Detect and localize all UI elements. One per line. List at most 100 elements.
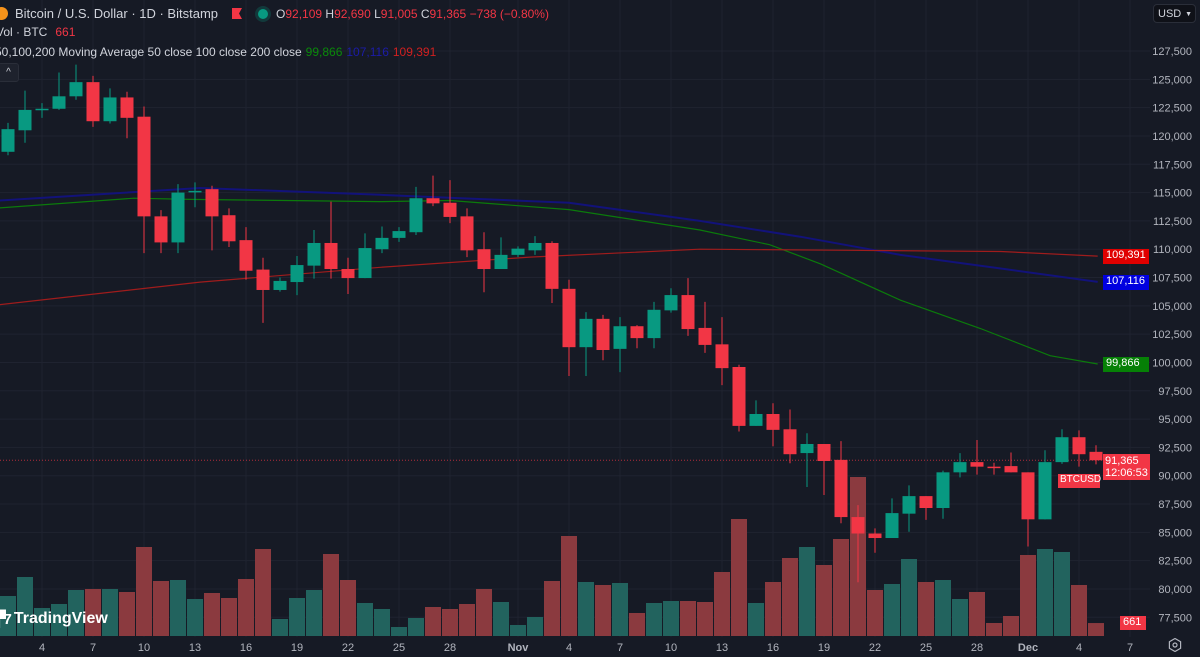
volume-bar	[1037, 549, 1053, 636]
ma200-value: 109,391	[392, 45, 437, 59]
candle	[239, 227, 253, 280]
time-axis-label: 4	[566, 642, 572, 654]
volume-bar	[901, 559, 917, 636]
candle-body	[154, 216, 168, 243]
time-axis-label: 16	[767, 642, 779, 654]
time-axis-label: 10	[665, 642, 677, 654]
volume-bar	[629, 613, 645, 636]
flag-icon[interactable]	[232, 8, 242, 19]
candle	[647, 301, 661, 349]
volume-bar	[425, 607, 441, 636]
time-axis-label: 7	[617, 642, 623, 654]
candle-body	[1004, 466, 1018, 473]
candle	[256, 257, 270, 323]
volume-bar	[272, 619, 288, 636]
candle-body	[18, 109, 32, 131]
ma-legend[interactable]: 50,100,200 Moving Average 50 close 100 c…	[0, 45, 436, 59]
candle	[222, 208, 236, 247]
candle	[52, 72, 66, 110]
volume-bar	[748, 603, 764, 636]
candle-body	[681, 295, 695, 330]
candle-body	[324, 242, 338, 270]
market-status-icon[interactable]	[258, 8, 268, 19]
candle-body	[970, 462, 984, 467]
volume-label: Vol · BTC	[0, 25, 48, 39]
volume-bar	[408, 618, 424, 636]
candle-body	[885, 513, 899, 539]
candle	[936, 470, 950, 519]
settings-gear-icon[interactable]	[1168, 638, 1182, 652]
ma50-price-tag: 99,866	[1103, 357, 1149, 372]
volume-bar	[765, 582, 781, 636]
candle	[1072, 430, 1086, 467]
time-axis-label: 25	[393, 642, 405, 654]
candle-body	[596, 318, 610, 351]
candle	[902, 485, 916, 532]
time-axis-label: 25	[920, 642, 932, 654]
price-axis-label: 107,500	[1152, 273, 1192, 285]
volume-bar	[561, 536, 577, 636]
volume-bar	[17, 577, 33, 636]
candle	[698, 301, 712, 353]
candle	[1, 122, 15, 156]
volume-bar	[187, 599, 203, 636]
volume-bar	[306, 590, 322, 636]
candle	[171, 184, 185, 254]
time-axis-label: 22	[342, 642, 354, 654]
volume-bar	[289, 598, 305, 636]
time-axis-label: 7	[1127, 642, 1133, 654]
volume-bar	[1071, 585, 1087, 636]
volume-bar	[340, 580, 356, 636]
volume-bar	[102, 589, 118, 636]
candle	[69, 64, 83, 100]
candle-body	[1, 129, 15, 152]
candle-body	[732, 366, 746, 426]
volume-bar	[969, 592, 985, 636]
candle-body	[749, 413, 763, 426]
moving-averages	[0, 186, 1150, 461]
candle	[494, 237, 508, 270]
candle	[987, 462, 1001, 475]
candle-body	[953, 462, 967, 473]
candle-body	[273, 280, 287, 290]
volume-bar	[391, 627, 407, 636]
candle	[205, 185, 219, 251]
volume-bar	[697, 602, 713, 636]
candle	[1038, 450, 1052, 520]
currency-select[interactable]: USD ▼	[1153, 4, 1196, 23]
candle-body	[392, 231, 406, 238]
symbol-title[interactable]: Bitcoin / U.S. Dollar · 1D · Bitstamp	[15, 6, 218, 21]
candle-body	[562, 288, 576, 348]
candle-body	[834, 459, 848, 518]
candle	[545, 241, 559, 304]
volume-bar	[0, 596, 16, 636]
volume-bar	[357, 603, 373, 636]
volume-value: 661	[55, 25, 76, 39]
volume-bar	[170, 580, 186, 636]
candle-body	[1072, 437, 1086, 455]
volume-bar	[374, 609, 390, 636]
volume-bar	[1054, 552, 1070, 636]
candle-body	[256, 269, 270, 290]
candle	[137, 106, 151, 254]
candle-body	[171, 192, 185, 243]
price-axis-label: 85,000	[1158, 527, 1192, 539]
candle-body	[307, 242, 321, 266]
candle-body	[868, 533, 882, 539]
collapse-legend-button[interactable]: ^	[0, 63, 19, 82]
candle-body	[460, 216, 474, 251]
volume-legend[interactable]: Vol · BTC 661	[0, 25, 75, 39]
chevron-up-icon: ^	[6, 67, 11, 78]
candle	[460, 208, 474, 258]
candle-body	[1089, 451, 1103, 461]
candle	[681, 278, 695, 336]
volume-bar	[34, 608, 50, 636]
price-axis-label: 120,000	[1152, 131, 1192, 143]
tradingview-mark-icon: ▞7	[0, 611, 12, 628]
price-axis-label: 82,500	[1158, 556, 1192, 568]
volume-bar	[85, 589, 101, 636]
price-axis-label: 77,500	[1158, 612, 1192, 624]
bitcoin-logo-icon	[0, 7, 8, 20]
tradingview-logo[interactable]: ▞7 TradingView	[0, 610, 108, 628]
